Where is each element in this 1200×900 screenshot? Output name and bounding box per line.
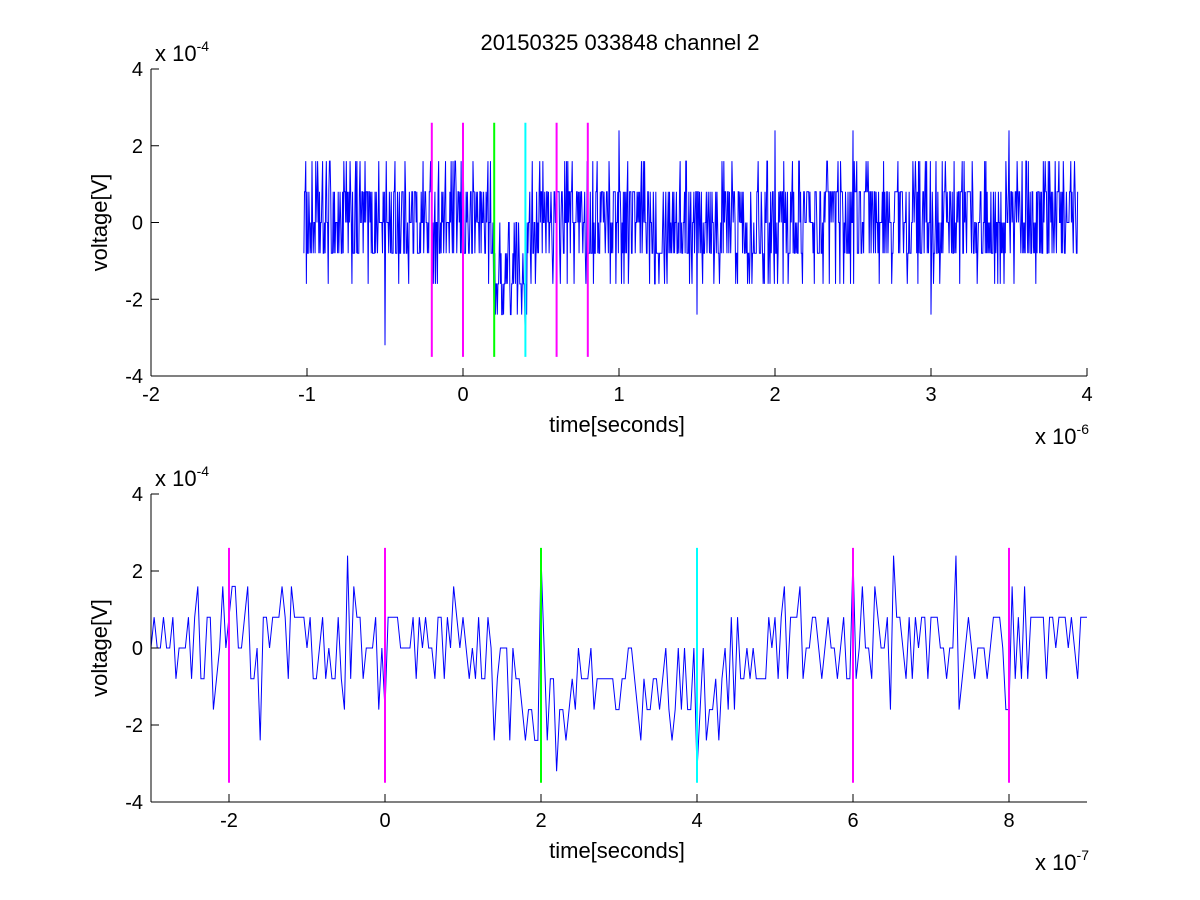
y-tick-label: -4 — [125, 792, 143, 814]
x-tick-label: 2 — [769, 384, 780, 406]
y-axis-label: voltage[V] — [87, 599, 112, 697]
y-tick-label: 0 — [132, 213, 143, 235]
subplot-1: -2 -1 0 1 2 3 4-4-2024time[seconds]voltage[V]x… — [87, 38, 1093, 449]
x-tick-label: 1 — [613, 384, 624, 406]
y-tick-label: 2 — [132, 136, 143, 158]
x-tick-label: 4 — [1081, 384, 1092, 406]
x-tick-label: 4 — [691, 810, 702, 832]
figure-title: 20150325 033848 channel 2 — [481, 30, 760, 55]
subplot-2: -2 0 2 4 6 8 -4 -2 0 2 4 time[seconds] voltage[V] x 1… — [87, 463, 1089, 875]
y-multiplier-exponent: -4 — [197, 463, 210, 479]
x-tick-label: 6 — [847, 810, 858, 832]
x-tick-label: -2 — [220, 810, 238, 832]
y-tick-label: -2 — [125, 289, 143, 311]
y-tick-label: 4 — [132, 484, 143, 506]
x-tick-label: 0 — [457, 384, 468, 406]
y-multiplier-label: x 10-4 — [155, 38, 209, 66]
y-tick-label: 4 — [132, 59, 143, 81]
x-axis-label: time[seconds] — [549, 412, 685, 437]
x-multiplier-exponent: -7 — [1077, 847, 1090, 863]
x-tick-label: 0 — [379, 810, 390, 832]
x-axis-label: time[seconds] — [549, 838, 685, 863]
y-tick-label: -2 — [125, 715, 143, 737]
data-series-line — [151, 555, 1087, 772]
y-tick-label: 2 — [132, 561, 143, 583]
x-tick-label: 3 — [925, 384, 936, 406]
y-tick-label: -4 — [125, 366, 143, 388]
x-tick-label: -1 — [298, 384, 316, 406]
x-multiplier-label: x 10-7 — [1035, 847, 1089, 875]
x-tick-label: -2 — [142, 384, 160, 406]
y-axis-label: voltage[V] — [87, 174, 112, 272]
x-tick-label: 2 — [535, 810, 546, 832]
x-multiplier-exponent: -6 — [1077, 421, 1090, 437]
x-multiplier-label: x 10-6 — [1035, 421, 1089, 449]
data-series-line — [303, 130, 1079, 346]
y-tick-label: 0 — [132, 638, 143, 660]
y-multiplier-label: x 10-4 — [155, 463, 209, 491]
y-multiplier-exponent: -4 — [197, 38, 210, 54]
x-tick-label: 8 — [1003, 810, 1014, 832]
